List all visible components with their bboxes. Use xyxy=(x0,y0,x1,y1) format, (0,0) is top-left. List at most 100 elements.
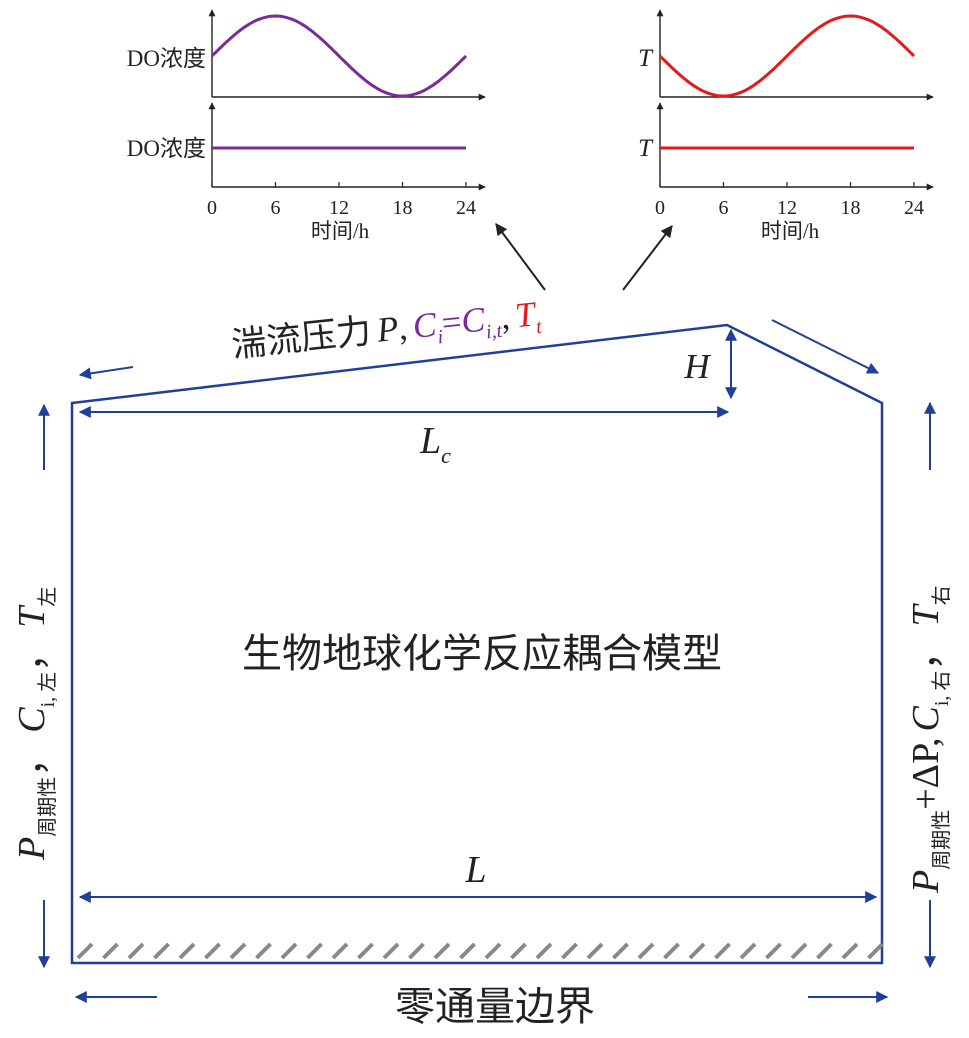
top-label-p: P xyxy=(374,309,400,350)
do-x-tick-label: 0 xyxy=(207,197,217,219)
t-x-tick-label: 6 xyxy=(719,197,729,219)
hatch-line xyxy=(153,942,170,960)
right-comma1: , xyxy=(905,737,947,747)
do-sine-series xyxy=(210,14,468,98)
left-c: C xyxy=(11,707,53,733)
do-chart-group: DO浓度 DO浓度 0 6 12 18 24 时间/h xyxy=(127,9,486,243)
top-label-cit-sub: i,t xyxy=(485,320,504,344)
t-chart-bottom: T 0 6 12 18 24 时间/h xyxy=(638,102,934,243)
top-right-flow-arrow xyxy=(771,319,880,374)
t-bottom-ylabel: T xyxy=(638,135,654,162)
do-x-tick-label: 12 xyxy=(329,197,349,219)
hatch-line xyxy=(331,942,349,960)
hatch-line xyxy=(790,942,808,960)
top-boundary-label: 湍流压力P,Ci=Ci,t,Tt xyxy=(230,294,543,370)
top-label-ci-sub: i xyxy=(436,326,444,348)
hatch-line xyxy=(816,942,833,960)
top-label-sep1: , xyxy=(396,308,409,348)
t-x-tick-label: 0 xyxy=(655,197,665,219)
zero-flux-hatching xyxy=(76,942,884,960)
domain-outline xyxy=(70,323,884,965)
do-chart-bottom: DO浓度 0 6 12 18 24 时间/h xyxy=(127,102,486,243)
hatch-line xyxy=(867,942,884,960)
left-comma1: ， xyxy=(11,739,53,777)
left-p-sub: 周期性 xyxy=(36,777,59,837)
hatch-line xyxy=(484,942,502,960)
hatch-line xyxy=(561,942,578,960)
top-label-cit: C xyxy=(459,300,487,341)
hatch-line xyxy=(408,942,425,960)
t-x-tick-label: 18 xyxy=(841,197,861,219)
t-x-ticks: 0 6 12 18 24 xyxy=(655,182,924,219)
left-comma2: ， xyxy=(11,634,53,672)
t-x-tick-label: 12 xyxy=(777,197,797,219)
hatch-line xyxy=(357,942,374,960)
right-t-sub: 右 xyxy=(930,585,953,605)
left-boundary-label: P周期性，Ci, 左，T左 xyxy=(11,587,59,861)
top-label-equals: = xyxy=(440,302,464,343)
hatch-line xyxy=(663,942,680,960)
hatch-line xyxy=(306,942,323,960)
do-x-ticks: 0 6 12 18 24 xyxy=(207,182,476,219)
t-xlabel: 时间/h xyxy=(761,219,820,243)
t-chart-top: T xyxy=(638,9,934,101)
do-chart-top: DO浓度 xyxy=(127,9,486,101)
hatch-line xyxy=(229,942,247,960)
right-delta: +ΔP xyxy=(905,744,947,810)
top-label-sep2: , xyxy=(499,297,512,337)
hatch-line xyxy=(255,942,272,960)
right-p: P xyxy=(905,870,947,894)
do-xlabel: 时间/h xyxy=(311,219,370,243)
top-label-text: 湍流压力 xyxy=(230,312,373,365)
hatch-line xyxy=(637,942,655,960)
hatch-line xyxy=(688,942,706,960)
hatch-line xyxy=(510,942,527,960)
lc-dimension-label: Lc xyxy=(419,420,451,468)
hatch-line xyxy=(280,942,298,960)
hatch-line xyxy=(459,942,476,960)
left-c-sub: i, 左 xyxy=(36,672,59,708)
hatch-line xyxy=(535,942,553,960)
right-c: C xyxy=(905,705,947,731)
t-top-ylabel: T xyxy=(638,45,654,72)
right-p-sub: 周期性 xyxy=(930,810,953,870)
do-top-ylabel: DO浓度 xyxy=(127,46,206,71)
l-dimension-label: L xyxy=(464,849,486,891)
hatch-line xyxy=(382,942,400,960)
top-left-flow-arrow xyxy=(78,366,134,380)
hatch-line xyxy=(433,942,451,960)
top-label-ci: C xyxy=(411,305,439,346)
right-boundary-label: P周期性+ΔP, Ci, 右， T右 xyxy=(905,585,953,894)
hatch-line xyxy=(76,942,94,960)
hatch-line xyxy=(204,942,221,960)
lc-main: L xyxy=(419,420,441,462)
do-x-tick-label: 18 xyxy=(393,197,413,219)
hatch-line xyxy=(102,942,119,960)
t-sine-series xyxy=(658,14,916,98)
right-comma2: ， xyxy=(905,633,947,671)
model-label: 生物地球化学反应耦合模型 xyxy=(242,631,722,676)
t-x-tick-label: 24 xyxy=(904,197,924,219)
right-t: T xyxy=(905,603,947,627)
hatch-line xyxy=(586,942,604,960)
do-x-tick-label: 6 xyxy=(271,197,281,219)
right-c-sub: i, 右 xyxy=(930,671,953,707)
t-chart-group: T T 0 6 12 18 24 时间/h xyxy=(638,9,934,243)
h-dimension-label: H xyxy=(683,347,711,386)
arrow-to-t-chart xyxy=(622,225,673,291)
do-bottom-ylabel: DO浓度 xyxy=(127,136,206,161)
left-t-sub: 左 xyxy=(36,587,59,607)
left-t: T xyxy=(11,604,53,628)
hatch-line xyxy=(765,942,782,960)
left-p: P xyxy=(11,837,53,861)
hatch-line xyxy=(612,942,629,960)
top-label-tt-sub: t xyxy=(535,316,543,339)
do-x-tick-label: 24 xyxy=(456,197,476,219)
hatch-line xyxy=(841,942,859,960)
bottom-boundary-label: 零通量边界 xyxy=(395,984,595,1029)
hatch-line xyxy=(178,942,196,960)
lc-sub: c xyxy=(441,443,451,468)
hatch-line xyxy=(127,942,145,960)
hatch-line xyxy=(714,942,731,960)
